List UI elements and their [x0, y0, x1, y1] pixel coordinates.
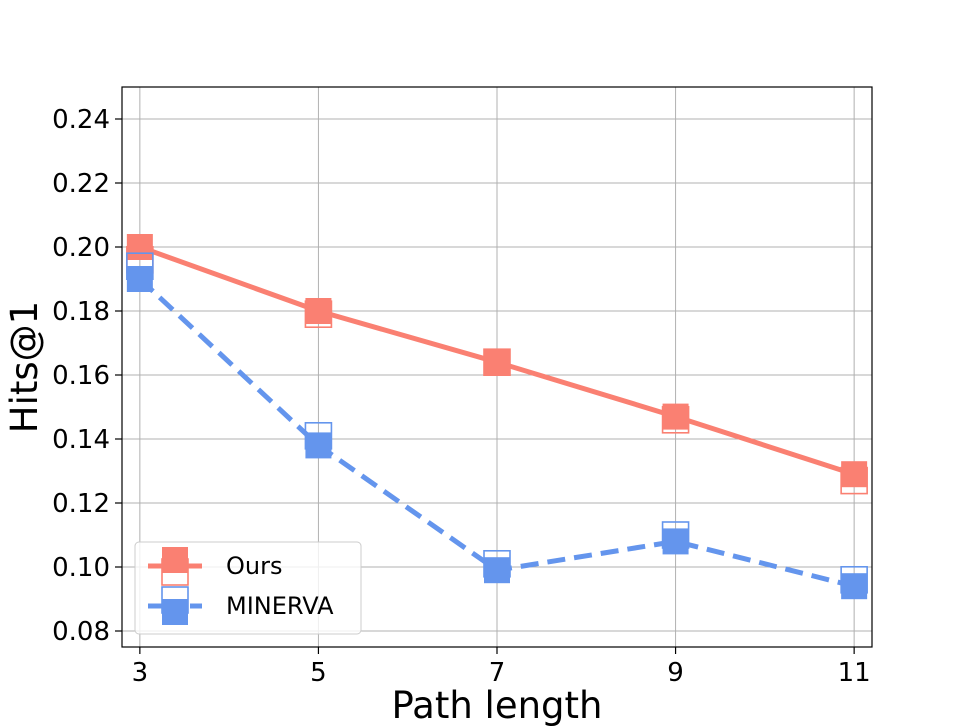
legend: Ours MINERVA: [134, 541, 362, 635]
y-tick-label: 0.24: [52, 105, 110, 135]
x-tick-label: 11: [838, 658, 871, 688]
y-axis-label: Hits@1: [3, 301, 46, 433]
data-point-ours: [305, 298, 332, 324]
data-point-minerva: [662, 528, 689, 555]
x-tick-label: 3: [132, 658, 149, 688]
data-point-minerva: [126, 266, 153, 292]
x-tick-label: 9: [667, 658, 684, 688]
y-tick-label: 0.18: [52, 297, 110, 327]
legend-marker-ours: [162, 547, 188, 573]
x-tick-label: 7: [489, 658, 506, 688]
data-point-ours: [484, 349, 510, 376]
data-point-minerva: [484, 557, 510, 584]
legend-label-ours: Ours: [226, 552, 282, 580]
x-axis-label: Path length: [392, 684, 603, 727]
data-point-ours: [662, 403, 689, 430]
legend-entry-ours: Ours: [148, 547, 282, 586]
x-tick-label: 5: [310, 658, 327, 688]
y-tick-label: 0.20: [52, 233, 110, 263]
y-tick-label: 0.10: [52, 553, 110, 583]
axis-ticks: 3 5 7 9 11 0.08 0.10 0.12 0.14 0.16 0.18 0.20 0.22 0.…: [52, 105, 871, 688]
y-tick-label: 0.12: [52, 489, 110, 519]
data-point-ours: [841, 461, 868, 488]
y-tick-label: 0.16: [52, 361, 110, 391]
series-layer: [126, 234, 868, 600]
legend-label-minerva: MINERVA: [226, 592, 334, 620]
y-tick-label: 0.22: [52, 169, 110, 199]
legend-marker-minerva: [162, 599, 188, 625]
data-point-minerva: [841, 573, 868, 600]
series-minerva: [126, 252, 868, 600]
data-point-minerva: [305, 432, 332, 459]
data-point-ours: [126, 234, 153, 260]
series-ours: [126, 234, 868, 495]
y-tick-label: 0.14: [52, 425, 110, 455]
y-tick-label: 0.08: [52, 617, 110, 647]
legend-entry-minerva: MINERVA: [148, 586, 334, 625]
